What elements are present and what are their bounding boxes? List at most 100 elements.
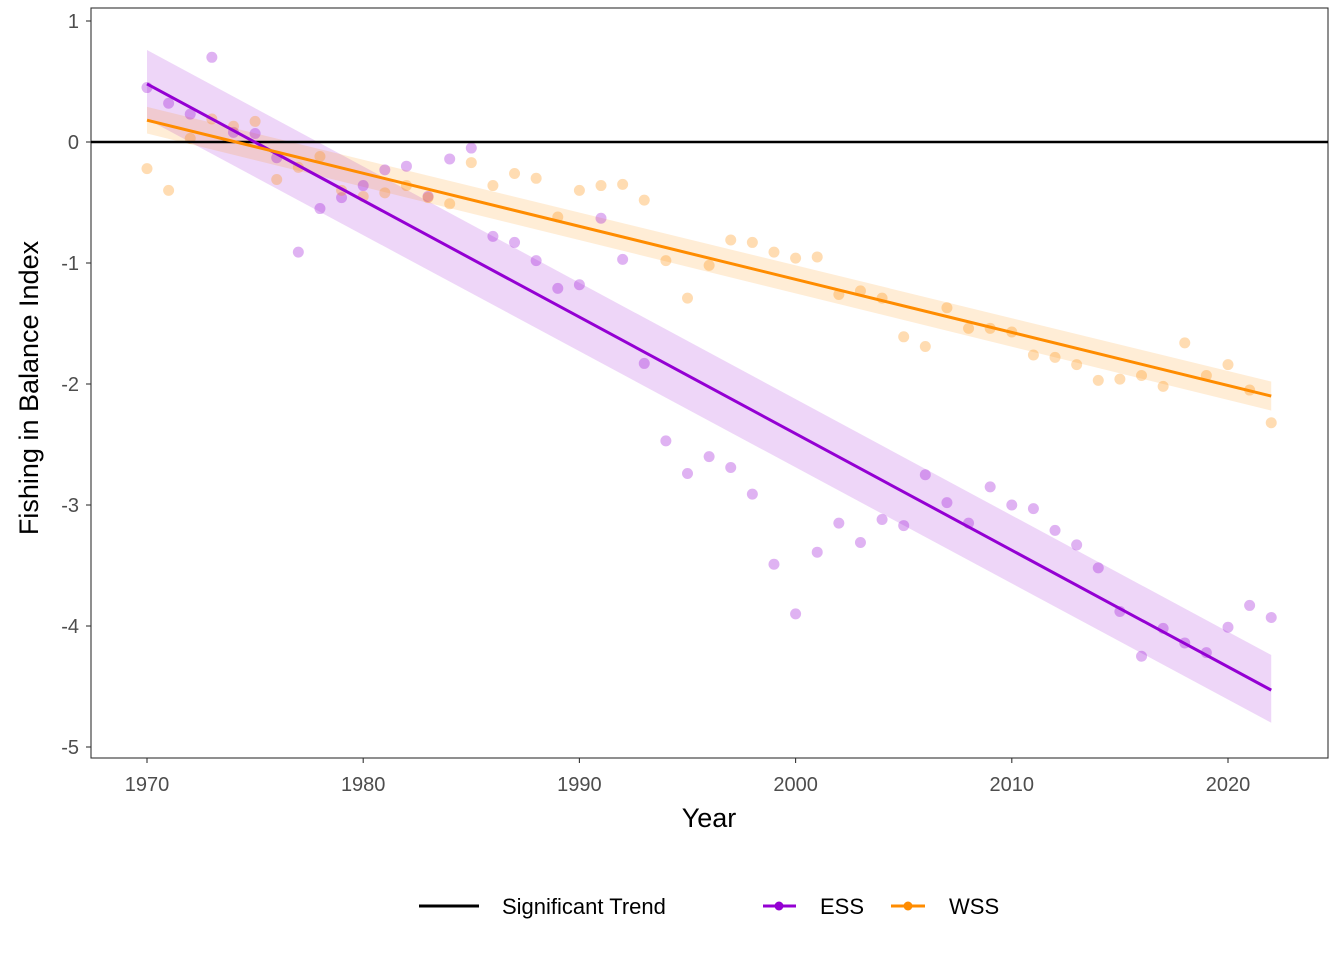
ess-point [292, 246, 304, 258]
ess-point [703, 451, 715, 463]
wss-point [249, 115, 261, 127]
ess-point [1092, 562, 1104, 574]
ess-point [357, 180, 369, 192]
wss-point [1136, 370, 1148, 382]
ess-point [638, 357, 650, 369]
y-tick-label: -5 [61, 737, 79, 759]
ess-point [854, 537, 866, 549]
ess-point [1006, 499, 1018, 511]
wss-point [1222, 359, 1234, 371]
wss-point [746, 236, 758, 248]
wss-point [725, 234, 737, 246]
wss-point [487, 180, 499, 192]
ess-point [768, 558, 780, 570]
ess-point [379, 164, 391, 176]
ess-point [249, 128, 261, 140]
ess-trend-line [146, 82, 1272, 692]
ess-point [941, 497, 953, 509]
ess-point [833, 517, 845, 529]
wss-point [682, 292, 693, 304]
x-axis-title: Year [682, 803, 737, 833]
wss-point [1157, 380, 1169, 392]
legend: Significant Trend ESS WSS [419, 894, 999, 919]
ess-point [1244, 599, 1256, 611]
ess-point [573, 279, 585, 291]
wss-point [790, 252, 802, 264]
ess-point [552, 282, 564, 294]
ess-point [725, 461, 737, 473]
y-axis-title: Fishing in Balance Index [14, 240, 44, 535]
x-tick-label: 1990 [557, 774, 602, 796]
ess-point [595, 212, 607, 224]
wss-point [898, 331, 910, 343]
wss-point [617, 178, 629, 190]
ess-point [790, 608, 802, 620]
ess-point [984, 481, 996, 493]
wss-point [530, 172, 542, 184]
wss-point [379, 187, 391, 199]
wss-point [422, 192, 434, 204]
y-tick-label: -2 [61, 374, 79, 396]
ess-point [1049, 524, 1061, 536]
wss-point [141, 163, 153, 175]
ess-point [1265, 612, 1277, 624]
wss-point [963, 322, 975, 334]
wss-trend-line [146, 118, 1272, 398]
x-tick-label: 2010 [990, 774, 1035, 796]
wss-point [1265, 417, 1277, 429]
y-tick-label: -1 [61, 253, 79, 275]
ess-point [682, 468, 693, 480]
y-tick-label: -4 [61, 616, 79, 638]
plot-panel [90, 7, 1329, 759]
ess-point [206, 51, 218, 63]
wss-point [768, 246, 780, 258]
ess-point [530, 255, 542, 267]
x-tick-label: 2000 [773, 774, 818, 796]
x-tick-label: 1980 [341, 774, 386, 796]
ess-point [422, 190, 434, 202]
wss-point [1114, 373, 1126, 385]
legend-label-wss: WSS [949, 894, 999, 919]
ess-point [184, 108, 196, 120]
ess-point [400, 160, 412, 172]
x-tick-label: 2020 [1206, 774, 1251, 796]
ess-point [509, 236, 521, 248]
legend-label-significant-trend: Significant Trend [502, 894, 666, 919]
wss-point [509, 167, 521, 179]
wss-point [595, 180, 607, 192]
wss-point [314, 151, 326, 163]
ess-point [163, 97, 175, 109]
x-tick-label: 1970 [125, 774, 170, 796]
wss-point [1027, 349, 1039, 361]
ess-point [919, 469, 931, 481]
ess-point [617, 253, 629, 265]
y-tick-label: -3 [61, 495, 79, 517]
wss-point [660, 255, 672, 267]
ess-point [465, 142, 477, 154]
wss-point [465, 157, 477, 169]
wss-point [573, 184, 585, 196]
y-tick-label: 0 [68, 132, 79, 154]
wss-point [444, 198, 456, 210]
ess-point [336, 192, 348, 204]
ess-point [1071, 539, 1083, 551]
wss-point [1071, 359, 1083, 371]
ess-point [811, 546, 823, 558]
y-tick-label: 1 [68, 11, 79, 33]
ess-point [444, 153, 456, 165]
ess-point [898, 520, 910, 532]
wss-point [638, 194, 650, 206]
ess-point [1222, 621, 1234, 633]
ess-point [1136, 650, 1148, 662]
wss-point [271, 174, 283, 186]
ess-point [1027, 503, 1039, 515]
wss-point [1092, 374, 1104, 386]
wss-point [703, 259, 715, 271]
ess-point [314, 203, 326, 215]
wss-point [1049, 351, 1061, 363]
legend-key-ess-point [774, 901, 784, 911]
ess-point [487, 230, 499, 242]
legend-label-ess: ESS [820, 894, 864, 919]
ess-point [876, 514, 888, 526]
ess-point [660, 435, 672, 447]
